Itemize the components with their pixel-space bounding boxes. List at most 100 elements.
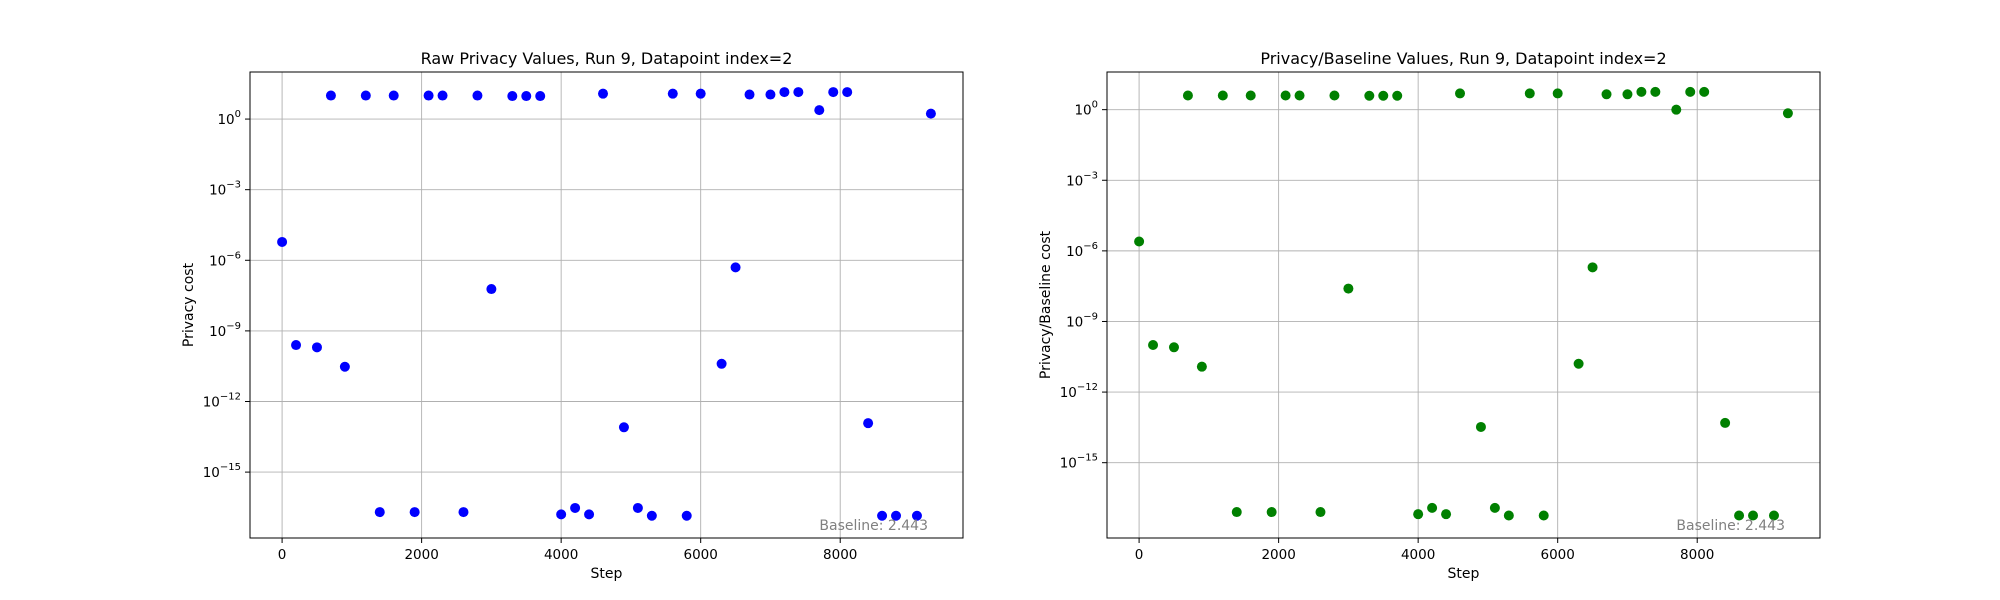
y-tick-label: 100 xyxy=(1074,100,1098,119)
y-tick-label: 10−3 xyxy=(1066,170,1098,189)
scatter-point xyxy=(1441,509,1452,520)
x-axis-label: Step xyxy=(1448,566,1480,582)
scatter-point xyxy=(409,507,420,518)
scatter-point xyxy=(618,422,629,433)
scatter-point xyxy=(779,87,790,98)
scatter-point xyxy=(570,502,581,513)
scatter-point xyxy=(1573,358,1584,369)
scatter-point xyxy=(535,91,546,102)
scatter-point xyxy=(1538,510,1549,521)
scatter-point xyxy=(730,262,741,273)
x-tick-label: 4000 xyxy=(1401,547,1435,563)
scatter-point xyxy=(1636,86,1647,97)
scatter-point xyxy=(1748,510,1759,521)
scatter-point xyxy=(1768,510,1779,521)
baseline-annotation: Baseline: 2.443 xyxy=(1676,518,1785,534)
plot-frame xyxy=(249,71,964,539)
scatter-point xyxy=(1782,108,1793,119)
scatter-point xyxy=(1378,90,1389,101)
scatter-point xyxy=(1587,262,1598,273)
x-tick-label: 6000 xyxy=(1541,547,1575,563)
x-tick-label: 2000 xyxy=(1261,547,1295,563)
scatter-point xyxy=(556,509,567,520)
y-tick-label: 10−9 xyxy=(1066,311,1098,330)
scatter-point xyxy=(1671,104,1682,115)
scatter-point xyxy=(1503,510,1514,521)
scatter-point xyxy=(1168,342,1179,353)
y-axis-label: Privacy cost xyxy=(181,262,197,347)
scatter-point xyxy=(1475,421,1486,432)
scatter-point xyxy=(388,90,399,101)
scatter-point xyxy=(646,510,657,521)
scatter-point xyxy=(472,90,483,101)
y-tick-label: 10−6 xyxy=(209,250,241,269)
scatter-point xyxy=(1392,90,1403,101)
scatter-point xyxy=(765,89,776,100)
x-tick-label: 0 xyxy=(278,547,287,563)
scatter-point xyxy=(1552,88,1563,99)
x-tick-label: 4000 xyxy=(544,547,578,563)
y-tick-label: 10−15 xyxy=(203,462,241,481)
y-axis-label: Privacy/Baseline cost xyxy=(1038,230,1054,379)
scatter-point xyxy=(793,87,804,98)
scatter-point xyxy=(325,90,336,101)
x-tick-label: 0 xyxy=(1135,547,1144,563)
scatter-point xyxy=(1266,507,1277,518)
y-tick-label: 10−15 xyxy=(1060,453,1098,472)
chart-title: Raw Privacy Values, Run 9, Datapoint ind… xyxy=(421,49,793,68)
scatter-point xyxy=(423,90,434,101)
scatter-point xyxy=(1280,90,1291,101)
scatter-point xyxy=(437,90,448,101)
scatter-point xyxy=(925,108,936,119)
y-tick-label: 10−3 xyxy=(209,180,241,199)
scatter-point xyxy=(695,88,706,99)
scatter-point xyxy=(339,361,350,372)
scatter-point xyxy=(716,358,727,369)
scatter-point xyxy=(1622,89,1633,100)
scatter-point xyxy=(1524,88,1535,99)
scatter-point xyxy=(1294,90,1305,101)
scatter-point xyxy=(360,90,371,101)
y-tick-label: 10−12 xyxy=(1060,382,1098,401)
scatter-point xyxy=(1734,510,1745,521)
scatter-point xyxy=(814,105,825,116)
scatter-point xyxy=(681,510,692,521)
scatter-point xyxy=(1182,90,1193,101)
scatter-point xyxy=(1134,236,1145,247)
scatter-point xyxy=(1455,88,1466,99)
scatter-point xyxy=(521,91,532,102)
scatter-point xyxy=(598,88,609,99)
y-tick-label: 10−9 xyxy=(209,321,241,340)
scatter-point xyxy=(1364,90,1375,101)
scatter-point xyxy=(1148,340,1159,351)
scatter-point xyxy=(1427,502,1438,513)
scatter-point xyxy=(911,510,922,521)
x-axis-label: Step xyxy=(591,566,623,582)
scatter-point xyxy=(1685,86,1696,97)
scatter-point xyxy=(291,340,302,351)
scatter-point xyxy=(1489,502,1500,513)
scatter-point xyxy=(1343,283,1354,294)
x-tick-label: 6000 xyxy=(684,547,718,563)
y-tick-label: 100 xyxy=(217,109,241,128)
scatter-point xyxy=(744,89,755,100)
scatter-point xyxy=(1329,90,1340,101)
scatter-point xyxy=(891,510,902,521)
scatter-point xyxy=(667,88,678,99)
scatter-point xyxy=(374,507,385,518)
scatter-point xyxy=(1650,86,1661,97)
scatter-point xyxy=(277,236,288,247)
scatter-point xyxy=(1315,507,1326,518)
baseline-annotation: Baseline: 2.443 xyxy=(819,518,928,534)
scatter-point xyxy=(828,87,839,98)
scatter-point xyxy=(1413,509,1424,520)
scatter-point xyxy=(632,502,643,513)
scatter-point xyxy=(1601,89,1612,100)
scatter-point xyxy=(1196,361,1207,372)
x-tick-label: 8000 xyxy=(1680,547,1714,563)
plot-frame xyxy=(1106,71,1821,539)
x-tick-label: 8000 xyxy=(823,547,857,563)
chart-title: Privacy/Baseline Values, Run 9, Datapoin… xyxy=(1260,49,1666,68)
privacy-baseline-chart: 0 2000 4000 6000 8000 100 10−3 10−6 10−9 10−12 10−… xyxy=(1038,49,1821,582)
